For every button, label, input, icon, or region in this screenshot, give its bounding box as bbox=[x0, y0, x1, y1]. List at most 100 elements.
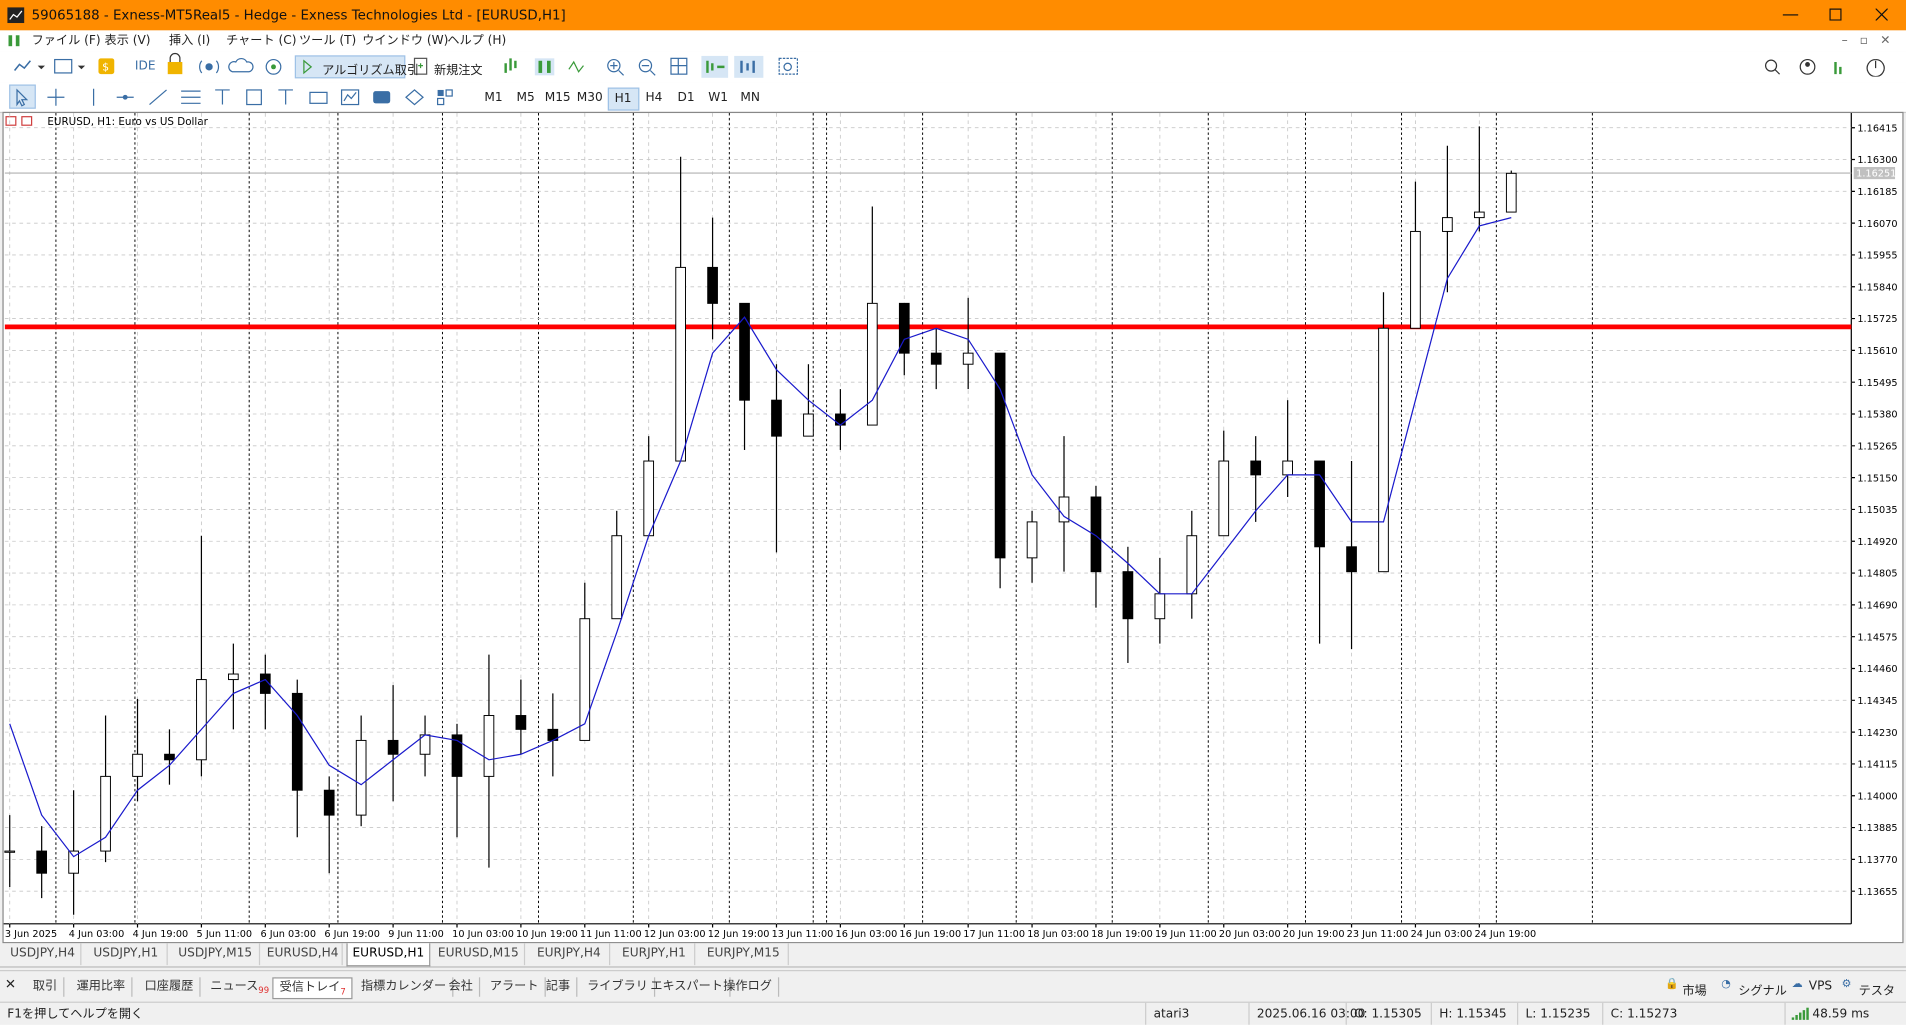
tab-label: ライブラリ bbox=[587, 979, 648, 994]
panel-button[interactable]: シグナル bbox=[1738, 984, 1787, 998]
toolbox-tab[interactable]: ライブラリ bbox=[581, 977, 656, 997]
candle-body bbox=[196, 679, 207, 761]
tab-label: 記事 bbox=[545, 979, 571, 994]
minimize-button[interactable]: — bbox=[1782, 4, 1800, 25]
new-order-button[interactable]: 新規注文 bbox=[433, 64, 483, 78]
tab-label: エキスパート bbox=[650, 979, 723, 994]
timeframe-button[interactable]: M15 bbox=[544, 91, 571, 105]
window-title: 59065188 - Exness-MT5Real5 - Hedge - Exn… bbox=[31, 7, 566, 24]
x-tick-label: 24 Jun 03:00 bbox=[1411, 929, 1473, 940]
toolbox-tab[interactable]: 運用比率 bbox=[71, 977, 133, 997]
toolbox-tab[interactable]: 取引 bbox=[27, 977, 65, 997]
y-tick-label: 1.14690 bbox=[1857, 601, 1897, 612]
menu-item[interactable]: 表示 (V) bbox=[104, 34, 151, 48]
y-tick-label: 1.16300 bbox=[1857, 155, 1897, 166]
close-button[interactable] bbox=[1875, 8, 1888, 21]
symbol-tab[interactable]: EURUSD,M15 bbox=[433, 943, 526, 966]
timeframe-button[interactable]: M30 bbox=[576, 91, 603, 105]
symbol-tab[interactable]: USDJPY,H4 bbox=[5, 943, 82, 966]
toolbox-tab[interactable]: エキスパート bbox=[644, 977, 731, 997]
y-tick-label: 1.16415 bbox=[1857, 123, 1897, 134]
y-tick-label: 1.14920 bbox=[1857, 537, 1897, 548]
toolbox-tab[interactable]: 操作ログ bbox=[717, 977, 780, 997]
symbol-tab[interactable]: USDJPY,M15 bbox=[171, 943, 261, 966]
x-tick-label: 17 Jun 11:00 bbox=[963, 929, 1025, 940]
candle-body bbox=[1442, 217, 1453, 232]
timeframe-button[interactable]: MN bbox=[740, 91, 761, 105]
candle-body bbox=[994, 352, 1006, 559]
candle-body bbox=[291, 692, 303, 791]
x-tick-label: 13 Jun 11:00 bbox=[772, 929, 834, 940]
candle-body bbox=[515, 715, 527, 730]
candle-body bbox=[1505, 172, 1517, 213]
symbol-tab[interactable]: EURJPY,H4 bbox=[529, 943, 611, 966]
menu-item[interactable]: ツール (T) bbox=[299, 34, 357, 48]
menu-item[interactable]: 挿入 (I) bbox=[168, 34, 211, 48]
candle-body bbox=[100, 775, 111, 852]
x-tick-label: 12 Jun 19:00 bbox=[708, 929, 770, 940]
toolbox-tab[interactable]: 指標カレンダー bbox=[355, 977, 454, 997]
candle-body bbox=[675, 266, 686, 462]
y-tick-label: 1.16070 bbox=[1857, 219, 1897, 230]
candle-body bbox=[68, 850, 79, 874]
toolbox-tab[interactable]: ニュース99 bbox=[204, 977, 277, 997]
symbol-tab[interactable]: USDJPY,H1 bbox=[85, 943, 168, 966]
timeframe-button[interactable]: W1 bbox=[708, 91, 729, 105]
menu-item[interactable]: ヘルプ (H) bbox=[447, 34, 507, 48]
chart-window: EURUSD, H1: Euro vs US Dollar 1.16415 1.1… bbox=[2, 111, 1904, 944]
maximize-button[interactable] bbox=[1829, 8, 1842, 21]
toolbar-right-icons bbox=[1764, 58, 1885, 77]
x-tick-label: 23 Jun 11:00 bbox=[1347, 929, 1409, 940]
status-low: L: 1.15235 bbox=[1517, 1002, 1591, 1025]
tab-label: 指標カレンダー bbox=[361, 979, 447, 994]
symbol-tab[interactable]: EURUSD,H1 bbox=[346, 943, 431, 967]
timeframe-button[interactable]: M1 bbox=[484, 91, 503, 105]
symbol-tab[interactable]: EURUSD,H4 bbox=[264, 943, 343, 966]
panel-button[interactable]: 市場 bbox=[1682, 984, 1707, 998]
candle-body bbox=[483, 715, 495, 777]
candle-body bbox=[866, 302, 878, 426]
toolbox-tab[interactable]: アラート bbox=[484, 977, 546, 997]
y-tick-label: 1.15610 bbox=[1857, 346, 1897, 357]
algo-trading-button[interactable]: アルゴリズム取引 bbox=[322, 64, 420, 78]
y-tick-label: 1.14575 bbox=[1857, 632, 1897, 643]
period-separators bbox=[55, 113, 1593, 924]
toolbox-tab[interactable]: 口座履歴 bbox=[139, 977, 201, 997]
timeframe-button[interactable]: H4 bbox=[645, 91, 663, 105]
menu-bar: ファイル (F) 表示 (V) 挿入 (I) チャート (C) ツール (T) ウインドウ… bbox=[0, 30, 1906, 52]
toolbox-tab[interactable]: 受信トレイ7 bbox=[272, 977, 354, 1000]
toolbox-close[interactable]: ✕ bbox=[4, 976, 17, 992]
x-tick-label: 6 Jun 03:00 bbox=[260, 929, 316, 940]
menu-item[interactable]: ウインドウ (W) bbox=[362, 34, 449, 48]
menu-item[interactable]: チャート (C) bbox=[226, 34, 297, 48]
toolbox-tab[interactable]: 会社 bbox=[442, 977, 481, 997]
timeframe-button[interactable]: M5 bbox=[516, 91, 535, 105]
panel-icon: ⚙ bbox=[1841, 978, 1852, 991]
chart-icon bbox=[21, 116, 33, 126]
symbol-tab[interactable]: EURJPY,M15 bbox=[699, 943, 789, 966]
y-tick-label: 1.15840 bbox=[1857, 282, 1897, 293]
status-open: O: 1.15305 bbox=[1345, 1002, 1422, 1025]
y-tick-label: 1.13770 bbox=[1857, 855, 1897, 866]
timeframe-button[interactable]: H1 bbox=[607, 87, 639, 111]
ide-button[interactable]: IDE bbox=[134, 59, 156, 73]
candle-body bbox=[962, 352, 974, 365]
menu-item[interactable]: ファイル (F) bbox=[31, 34, 101, 48]
tab-badge: 99 bbox=[258, 985, 270, 996]
timeframe-button[interactable]: D1 bbox=[677, 91, 695, 105]
x-tick-label: 18 Jun 03:00 bbox=[1027, 929, 1089, 940]
toolbox-tab[interactable]: 記事 bbox=[540, 977, 578, 997]
bid-label: 1.16251 bbox=[1856, 169, 1896, 180]
child-window-controls[interactable]: – ▫ ✕ bbox=[1841, 34, 1891, 48]
tab-label: 運用比率 bbox=[76, 979, 126, 994]
tab-label: 口座履歴 bbox=[144, 979, 194, 994]
symbol-tabs: USDJPY,H4 USDJPY,H1 USDJPY,M15 EURUSD,H4 EUR… bbox=[0, 943, 1906, 968]
y-tick-label: 1.15955 bbox=[1857, 251, 1897, 262]
panel-button[interactable]: VPS bbox=[1808, 979, 1833, 994]
candle-body bbox=[1090, 496, 1102, 573]
y-tick-label: 1.14230 bbox=[1857, 728, 1897, 739]
x-tick-label: 4 Jun 19:00 bbox=[133, 929, 189, 940]
candle-body bbox=[164, 753, 175, 761]
symbol-tab[interactable]: EURJPY,H1 bbox=[614, 943, 696, 966]
